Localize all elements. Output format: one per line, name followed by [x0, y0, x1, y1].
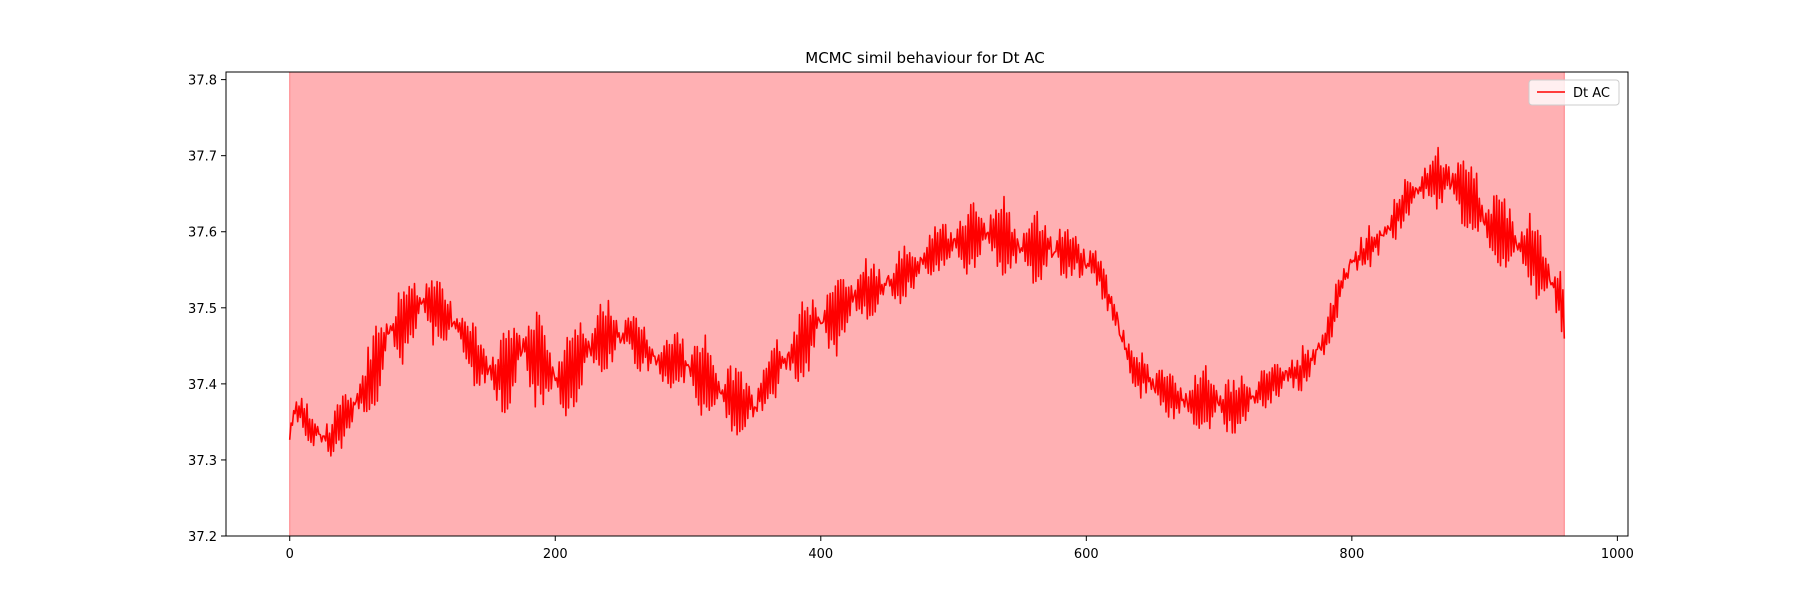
x-axis-ticks: 0 200 400 600 800 1000 — [286, 536, 1634, 562]
x-tick-label: 600 — [1074, 547, 1099, 562]
legend: Dt AC — [1528, 79, 1620, 106]
series-line-dt-ac — [288, 146, 1566, 457]
y-tick-label: 37.7 — [188, 150, 217, 165]
x-tick-label: 400 — [808, 547, 833, 562]
x-tick-label: 1000 — [1601, 547, 1634, 562]
y-tick-label: 37.4 — [188, 378, 217, 393]
y-tick-label: 37.6 — [188, 226, 217, 241]
chart-title: MCMC simil behaviour for Dt AC — [805, 49, 1044, 67]
y-axis-ticks: 37.2 37.3 37.4 37.5 37.6 37.7 37.8 — [188, 74, 226, 545]
x-tick-label: 800 — [1339, 547, 1364, 562]
plot-frame — [225, 71, 1629, 537]
y-tick-label: 37.5 — [188, 302, 217, 317]
shaded-region — [289, 72, 1565, 536]
legend-box — [1528, 79, 1620, 106]
y-tick-label: 37.2 — [188, 530, 217, 545]
legend-label-dt-ac: Dt AC — [1573, 86, 1610, 101]
x-tick-label: 0 — [286, 547, 294, 562]
y-tick-label: 37.3 — [188, 454, 217, 469]
y-tick-label: 37.8 — [188, 74, 217, 89]
x-tick-label: 200 — [543, 547, 568, 562]
